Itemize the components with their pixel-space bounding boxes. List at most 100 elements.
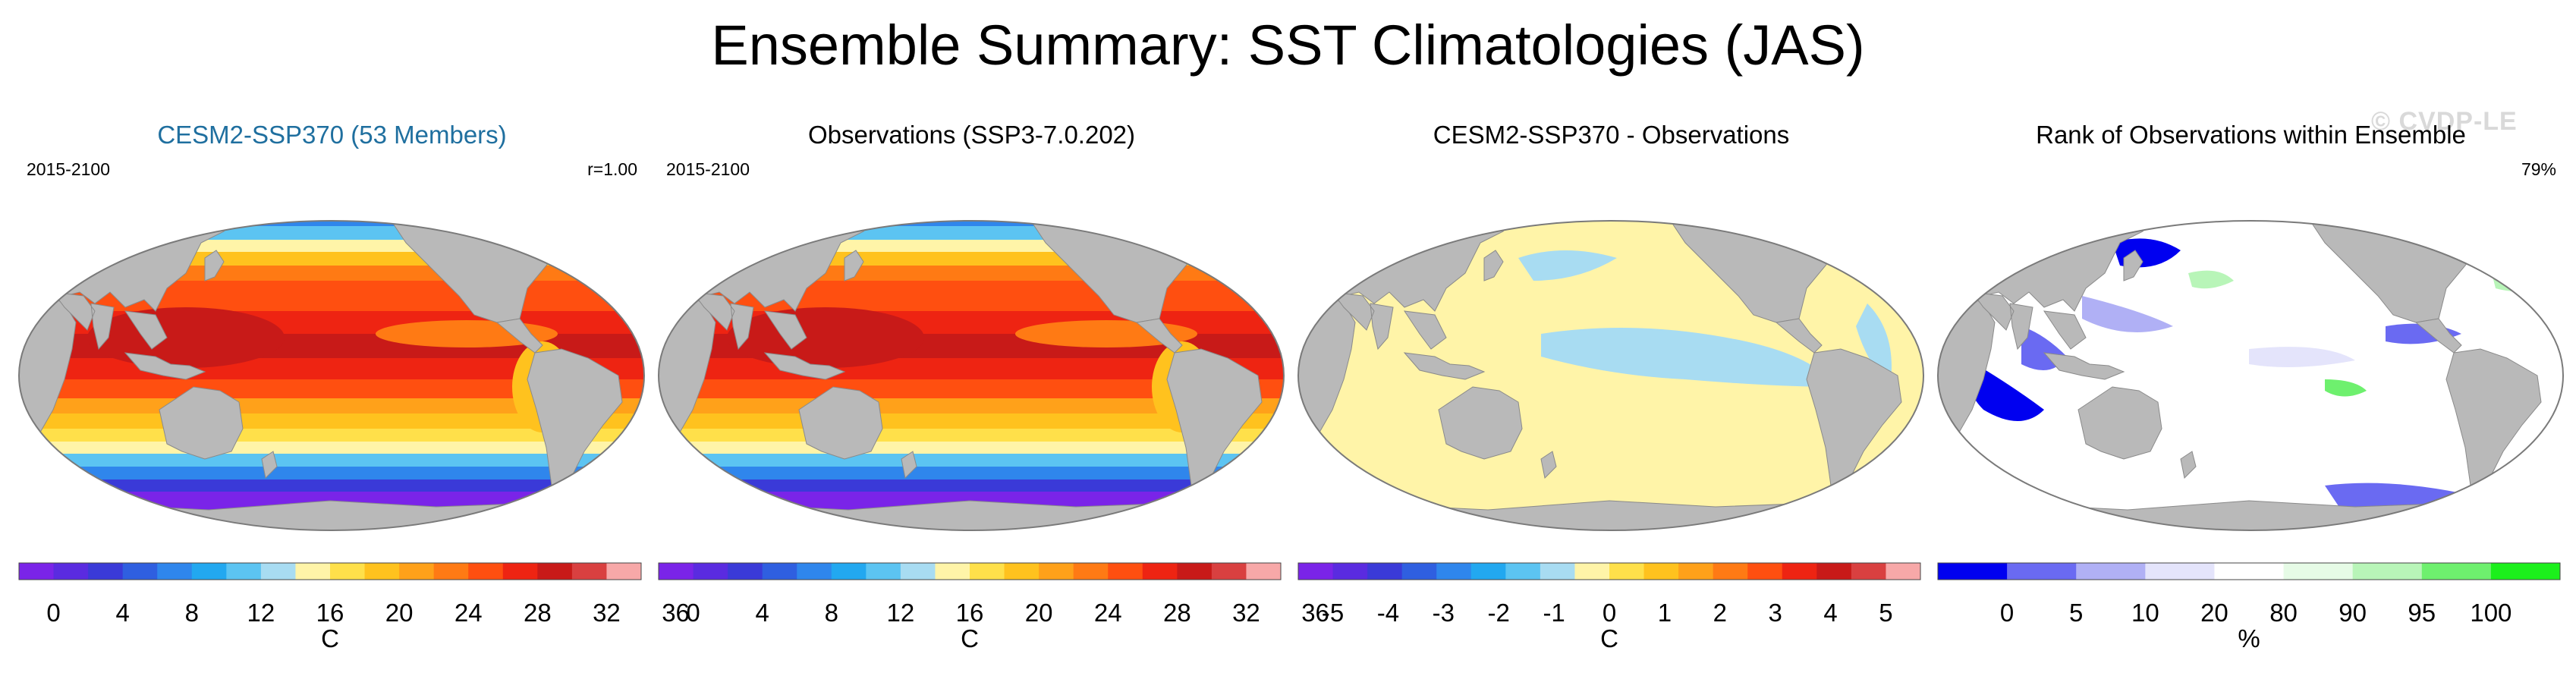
map-border [657,220,1285,531]
newzealand-land [261,451,278,479]
colorbar-tick-label: 0 [686,599,700,627]
colorbar-swatch [122,563,158,580]
colorbar-swatch [53,563,89,580]
sst-map-model [17,220,646,531]
indonesia-land [124,352,206,380]
indonesia-land [1403,352,1486,380]
japan-land [2123,250,2144,281]
south-america-land [1806,348,1902,506]
colorbar-tick-label: 100 [2470,599,2512,627]
colorbar-swatch [2214,563,2285,580]
central-america-land [1775,318,1823,354]
japan-land [1483,250,1504,281]
rank-region [2082,296,2173,332]
colorbar-swatch [2421,563,2492,580]
colorbar-swatch [88,563,124,580]
colorbar-swatch [1713,563,1748,580]
arabia-india-land [1971,291,2033,351]
colorbar-swatch [1177,563,1213,580]
colorbar-rank [1937,562,2561,580]
colorbar-swatch [693,563,728,580]
colorbar-tick-label: 36 [1301,599,1329,627]
colorbar-tick-label: 12 [247,599,275,627]
colorbar-swatch [295,563,331,580]
sst-band [19,221,644,226]
map-border [1297,220,1925,531]
colorbar-swatch [2283,563,2354,580]
north-america-land [367,221,596,323]
colorbar-swatch [1886,563,1921,580]
rank-map [1936,220,2565,531]
colorbar-swatch [2076,563,2146,580]
colorbar-swatch [606,563,642,580]
colorbar-unit-label: C [961,624,979,652]
colorbar-tick-label: 20 [2200,599,2228,627]
colorbar-swatch [2490,563,2561,580]
arabia-india-land [1331,291,1394,351]
rank-region [2188,270,2234,289]
colorbar-swatch [1436,563,1472,580]
colorbar-tick-label: 80 [2269,599,2298,627]
indonesia-land [763,352,846,380]
colorbar-tick-label: 16 [955,599,984,627]
colorbar-tick-label: 4 [1823,599,1838,627]
southeast-asia-land [2043,310,2087,350]
pattern-correlation-label: r=1.00 [587,159,637,179]
arabia-india-land [691,291,754,351]
colorbar-swatch [1643,563,1679,580]
colorbar-tick-label: 2 [1713,599,1727,627]
colorbar-tick-label: 10 [2131,599,2159,627]
colorbar-swatch [1039,563,1074,580]
colorbar-swatch [1401,563,1437,580]
colorbar-swatch [226,563,262,580]
period-label: 2015-2100 [666,159,750,179]
sst-band [659,467,1284,479]
colorbar-swatch [1211,563,1247,580]
colorbar-swatch [762,563,797,580]
colorbar-tick-label: -1 [1543,599,1565,627]
colorbar-swatch [1574,563,1610,580]
rank-region [1970,364,2044,421]
colorbar-swatch [659,563,694,580]
colorbar-tick-label: 8 [824,599,838,627]
colorbar-swatch [571,563,607,580]
period-label: 2015-2100 [27,159,110,179]
panel-title: CESM2-SSP370 - Observations [1433,121,1790,149]
sst-band [659,479,1284,492]
australia-land [1438,386,1523,460]
japan-land [844,250,864,281]
colorbar-tick-label: 12 [886,599,915,627]
colorbar-tick-label: 24 [454,599,483,627]
panel-rank: Rank of Observations within Ensemble 79%… [1930,106,2571,668]
central-america-land [2414,318,2462,354]
colorbar-swatch [1332,563,1368,580]
colorbar-swatch [1816,563,1852,580]
figure-title: Ensemble Summary: SST Climatologies (JAS… [711,14,1865,77]
sst-map-observations [657,220,1285,531]
colorbar-swatch [1108,563,1143,580]
central-america-land [1135,318,1183,354]
colorbar-swatch [1367,563,1403,580]
colorbar-swatch [1298,563,1334,580]
colorbar-swatch [1938,563,2008,580]
southeast-asia-land [124,310,168,350]
colorbar-tick-label: 36 [662,599,690,627]
central-america-land [495,318,543,354]
panel-title: CESM2-SSP370 (53 Members) [157,121,507,149]
colorbar-swatch [1540,563,1575,580]
southeast-asia-land [763,310,807,350]
sst-band [659,221,1284,226]
south-america-land [2445,348,2542,506]
colorbar-tick-label: 3 [1768,599,1782,627]
newzealand-land [2180,451,2197,479]
panel-difference: CESM2-SSP370 - Observations -5 -4 -3 -2 -1 0 1… [1291,106,1932,668]
cool-anomaly-region [1541,328,1837,387]
colorbar-tick-label: 5 [1879,599,1893,627]
colorbar-observations [658,562,1282,580]
colorbar-swatch [1470,563,1506,580]
colorbar-swatch [1609,563,1645,580]
colorbar-swatch [2352,563,2423,580]
sst-band [19,479,644,492]
colorbar-frame [658,562,1282,580]
colorbar-tick-label: 4 [115,599,130,627]
